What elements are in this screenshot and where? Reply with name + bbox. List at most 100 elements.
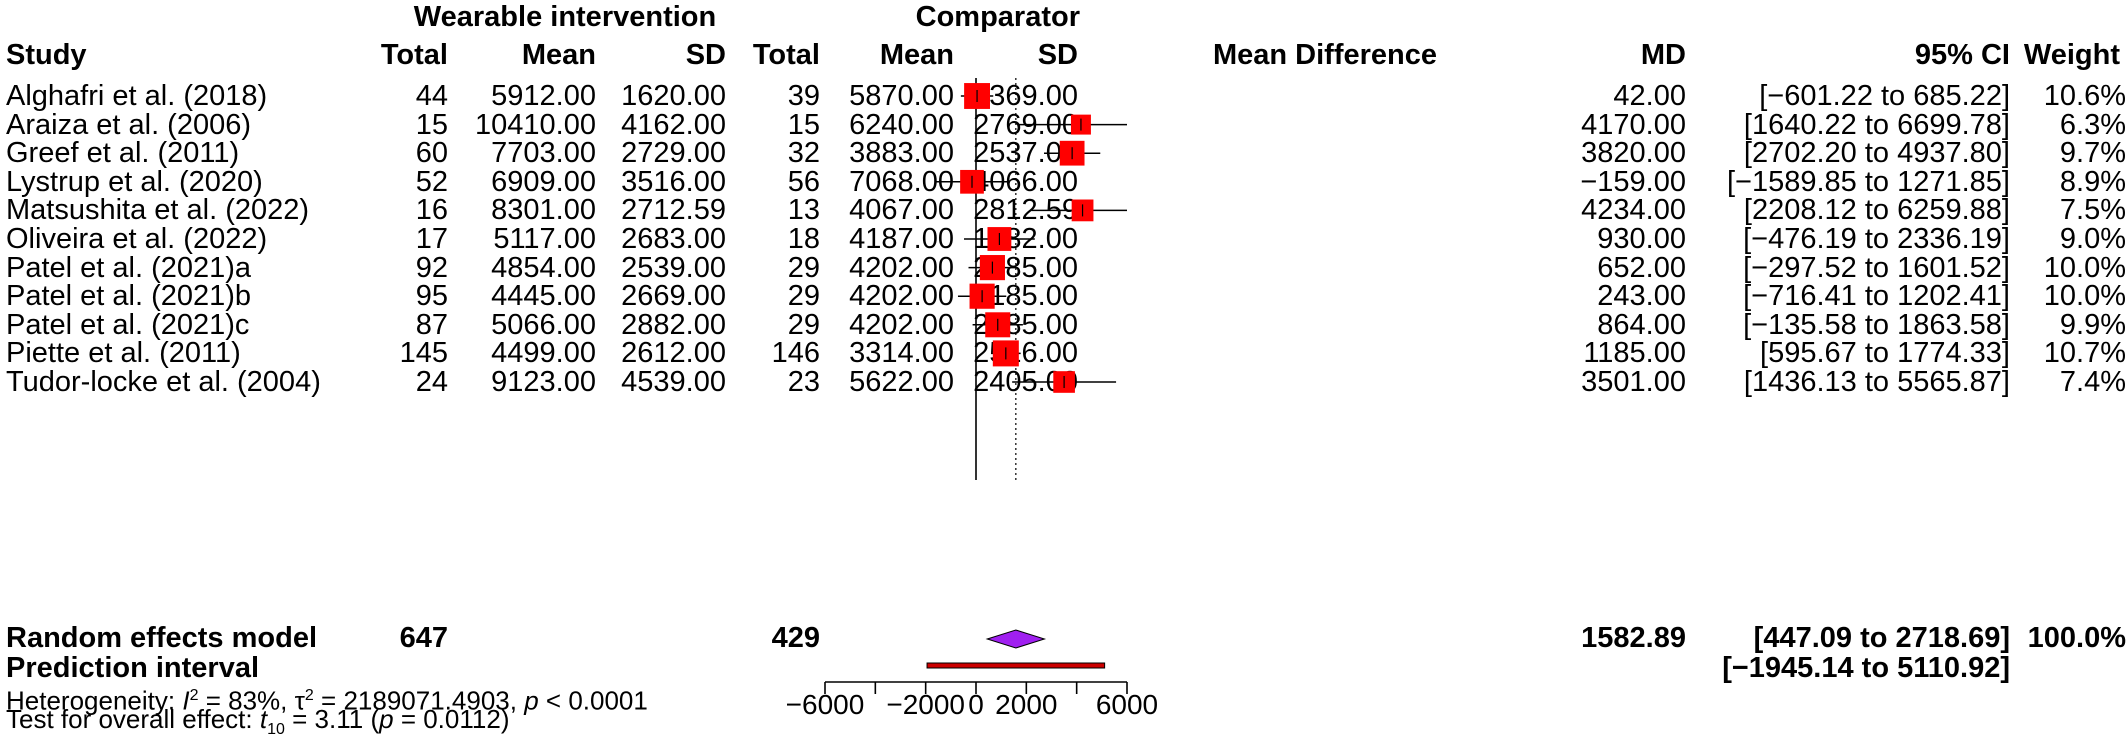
- mean-comparator: 4187.00: [849, 223, 954, 255]
- header-md: MD: [1640, 39, 1686, 71]
- weight-value: 10.6%: [2043, 80, 2126, 112]
- mean-comparator: 3883.00: [849, 137, 954, 170]
- weight-value: 10.7%: [2043, 337, 2126, 370]
- ci-value: [−716.41 to 1202.41]: [1743, 280, 2010, 313]
- header-total-wearable: Total: [380, 39, 448, 71]
- ci-value: [1436.13 to 5565.87]: [1743, 366, 2010, 398]
- md-value: 1185.00: [1583, 337, 1686, 370]
- mean-wearable: 4499.00: [491, 337, 596, 370]
- md-value: 930.00: [1597, 223, 1686, 255]
- study-name: Patel et al. (2021)b: [6, 280, 252, 313]
- md-value: 243.00: [1597, 280, 1686, 313]
- total-comparator: 29: [787, 251, 820, 284]
- total-comparator: 23: [787, 366, 820, 398]
- total-wearable: 17: [415, 223, 448, 255]
- md-value: −159.00: [1580, 165, 1686, 198]
- ci-value: [1640.22 to 6699.78]: [1743, 108, 2010, 141]
- sd-wearable: 1620.00: [621, 80, 726, 112]
- sd-wearable: 2712.59: [621, 194, 726, 227]
- total-comparator: 32: [787, 137, 820, 170]
- total-wearable: 145: [399, 337, 448, 370]
- total-wearable: 15: [415, 108, 448, 141]
- header-weight: Weight: [2023, 39, 2120, 71]
- weight-value: 9.0%: [2059, 223, 2126, 255]
- study-name: Lystrup et al. (2020): [6, 165, 263, 198]
- header-mean-wearable: Mean: [521, 39, 596, 71]
- ci-value: [−476.19 to 2336.19]: [1743, 223, 2010, 255]
- md-value: 4234.00: [1581, 194, 1686, 227]
- heterogeneity-line: Heterogeneity: I2 = 83%, τ2 = 2189071.49…: [6, 685, 648, 716]
- md-value: 3501.00: [1581, 366, 1686, 398]
- tau2-symbol: τ: [294, 685, 305, 716]
- random-effects-total-wearable: 647: [399, 622, 448, 654]
- x-tick-label: −6000: [786, 689, 865, 720]
- heterogeneity-p-symbol: p: [524, 685, 539, 716]
- md-value: 4170.00: [1581, 108, 1686, 141]
- heterogeneity-label: Heterogeneity:: [6, 685, 176, 716]
- total-wearable: 16: [415, 194, 448, 227]
- study-name: Greef et al. (2011): [6, 137, 240, 170]
- ci-value: [595.67 to 1774.33]: [1760, 337, 2010, 370]
- total-wearable: 60: [415, 137, 448, 170]
- t-symbol: t: [259, 704, 268, 734]
- study-name: Araiza et al. (2006): [6, 108, 252, 141]
- ci-value: [−1589.85 to 1271.85]: [1726, 165, 2010, 198]
- study-name: Patel et al. (2021)a: [6, 251, 252, 284]
- heterogeneity-p-value: < 0.0001: [545, 685, 648, 716]
- study-name: Patel et al. (2021)c: [6, 308, 250, 341]
- mean-comparator: 4202.00: [849, 308, 954, 341]
- total-comparator: 15: [787, 108, 820, 141]
- ci-value: [−297.52 to 1601.52]: [1743, 251, 2010, 284]
- mean-wearable: 4445.00: [491, 280, 596, 313]
- total-wearable: 92: [415, 251, 448, 284]
- study-name: Piette et al. (2011): [6, 337, 241, 370]
- i2-value: = 83%,: [205, 685, 288, 716]
- sd-wearable: 2539.00: [621, 251, 726, 284]
- mean-comparator: 5870.00: [849, 80, 954, 112]
- total-comparator: 29: [787, 280, 820, 313]
- weight-value: 10.0%: [2043, 280, 2126, 313]
- mean-wearable: 10410.00: [475, 108, 596, 141]
- weight-value: 7.5%: [2059, 194, 2126, 227]
- prediction-interval-bar: [926, 662, 1106, 669]
- total-wearable: 24: [415, 366, 448, 398]
- weight-value: 8.9%: [2059, 165, 2126, 198]
- mean-comparator: 4067.00: [849, 194, 954, 227]
- total-comparator: 146: [771, 337, 820, 370]
- sd-wearable: 2683.00: [621, 223, 726, 255]
- total-comparator: 18: [787, 223, 820, 255]
- total-comparator: 29: [787, 308, 820, 341]
- mean-wearable: 5117.00: [493, 223, 596, 255]
- total-wearable: 95: [415, 280, 448, 313]
- study-name: Matsushita et al. (2022): [6, 194, 310, 227]
- header-mean-comparator: Mean: [879, 39, 954, 71]
- header-total-comparator: Total: [752, 39, 820, 71]
- prediction-interval-label: Prediction interval: [6, 652, 260, 684]
- mean-comparator: 3314.00: [849, 337, 954, 370]
- sd-wearable: 2882.00: [621, 308, 726, 341]
- total-comparator: 13: [787, 194, 820, 227]
- study-name: Oliveira et al. (2022): [6, 223, 268, 255]
- mean-wearable: 4854.00: [491, 251, 596, 284]
- total-wearable: 87: [415, 308, 448, 341]
- total-wearable: 44: [415, 80, 448, 112]
- md-value: 3820.00: [1581, 137, 1686, 170]
- overall-p-symbol: p: [379, 704, 394, 734]
- random-effects-md: 1582.89: [1581, 622, 1686, 654]
- sd-wearable: 4539.00: [621, 366, 726, 398]
- mean-wearable: 5066.00: [491, 308, 596, 341]
- ci-value: [−135.58 to 1863.58]: [1743, 308, 2010, 341]
- weight-value: 6.3%: [2059, 108, 2126, 141]
- i2-symbol: I: [182, 685, 190, 716]
- weight-value: 7.4%: [2059, 366, 2126, 398]
- random-effects-label: Random effects model: [6, 622, 317, 654]
- mean-wearable: 8301.00: [491, 194, 596, 227]
- header-sd-comparator: SD: [1037, 39, 1078, 71]
- mean-wearable: 7703.00: [491, 137, 596, 170]
- mean-comparator: 4202.00: [849, 251, 954, 284]
- mean-wearable: 5912.00: [491, 80, 596, 112]
- ci-value: [2702.20 to 4937.80]: [1743, 137, 2010, 170]
- header-mean-difference: Mean Difference: [1212, 39, 1437, 71]
- random-effects-total-comparator: 429: [771, 622, 820, 654]
